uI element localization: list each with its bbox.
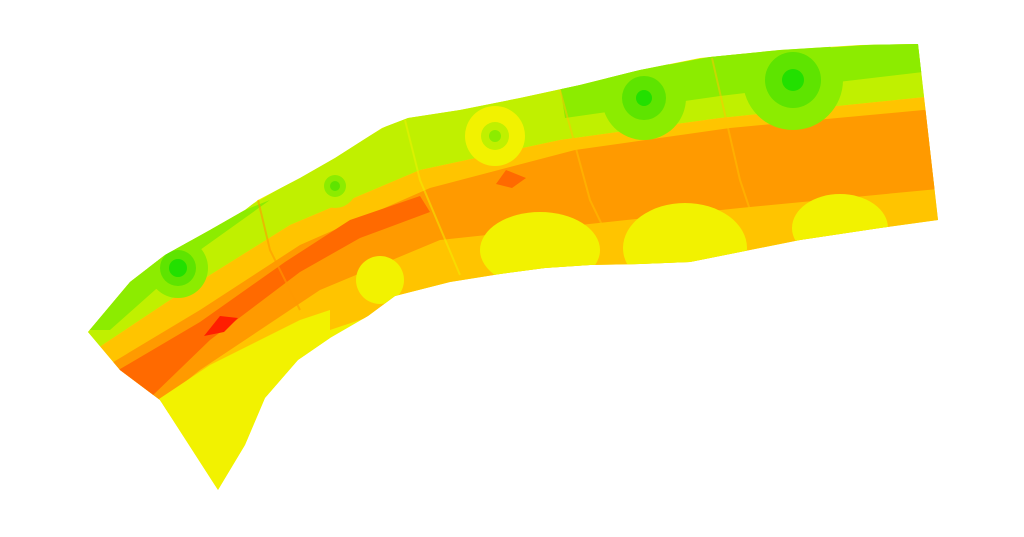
yellow-bulb-4 — [792, 194, 888, 262]
red-spot-1 — [204, 316, 238, 336]
green-spot-5-core — [782, 69, 804, 91]
band-orange-dark — [115, 196, 430, 398]
band-orange — [100, 108, 938, 410]
green-spot-3-core — [489, 130, 501, 142]
yellow-bulb-2 — [480, 212, 600, 288]
yellow-bulb-1 — [356, 256, 404, 304]
red-spot-2 — [496, 170, 526, 188]
yellow-bulb-3 — [623, 203, 747, 293]
seam-3 — [559, 89, 621, 263]
seam-2 — [404, 119, 461, 276]
seam-1 — [257, 199, 301, 311]
green-spot-2-core — [330, 181, 340, 191]
green-spot-4-core — [636, 90, 652, 106]
band-yellow-lower — [150, 310, 330, 490]
seam-4 — [711, 57, 766, 256]
green-spot-1-core — [169, 259, 187, 277]
